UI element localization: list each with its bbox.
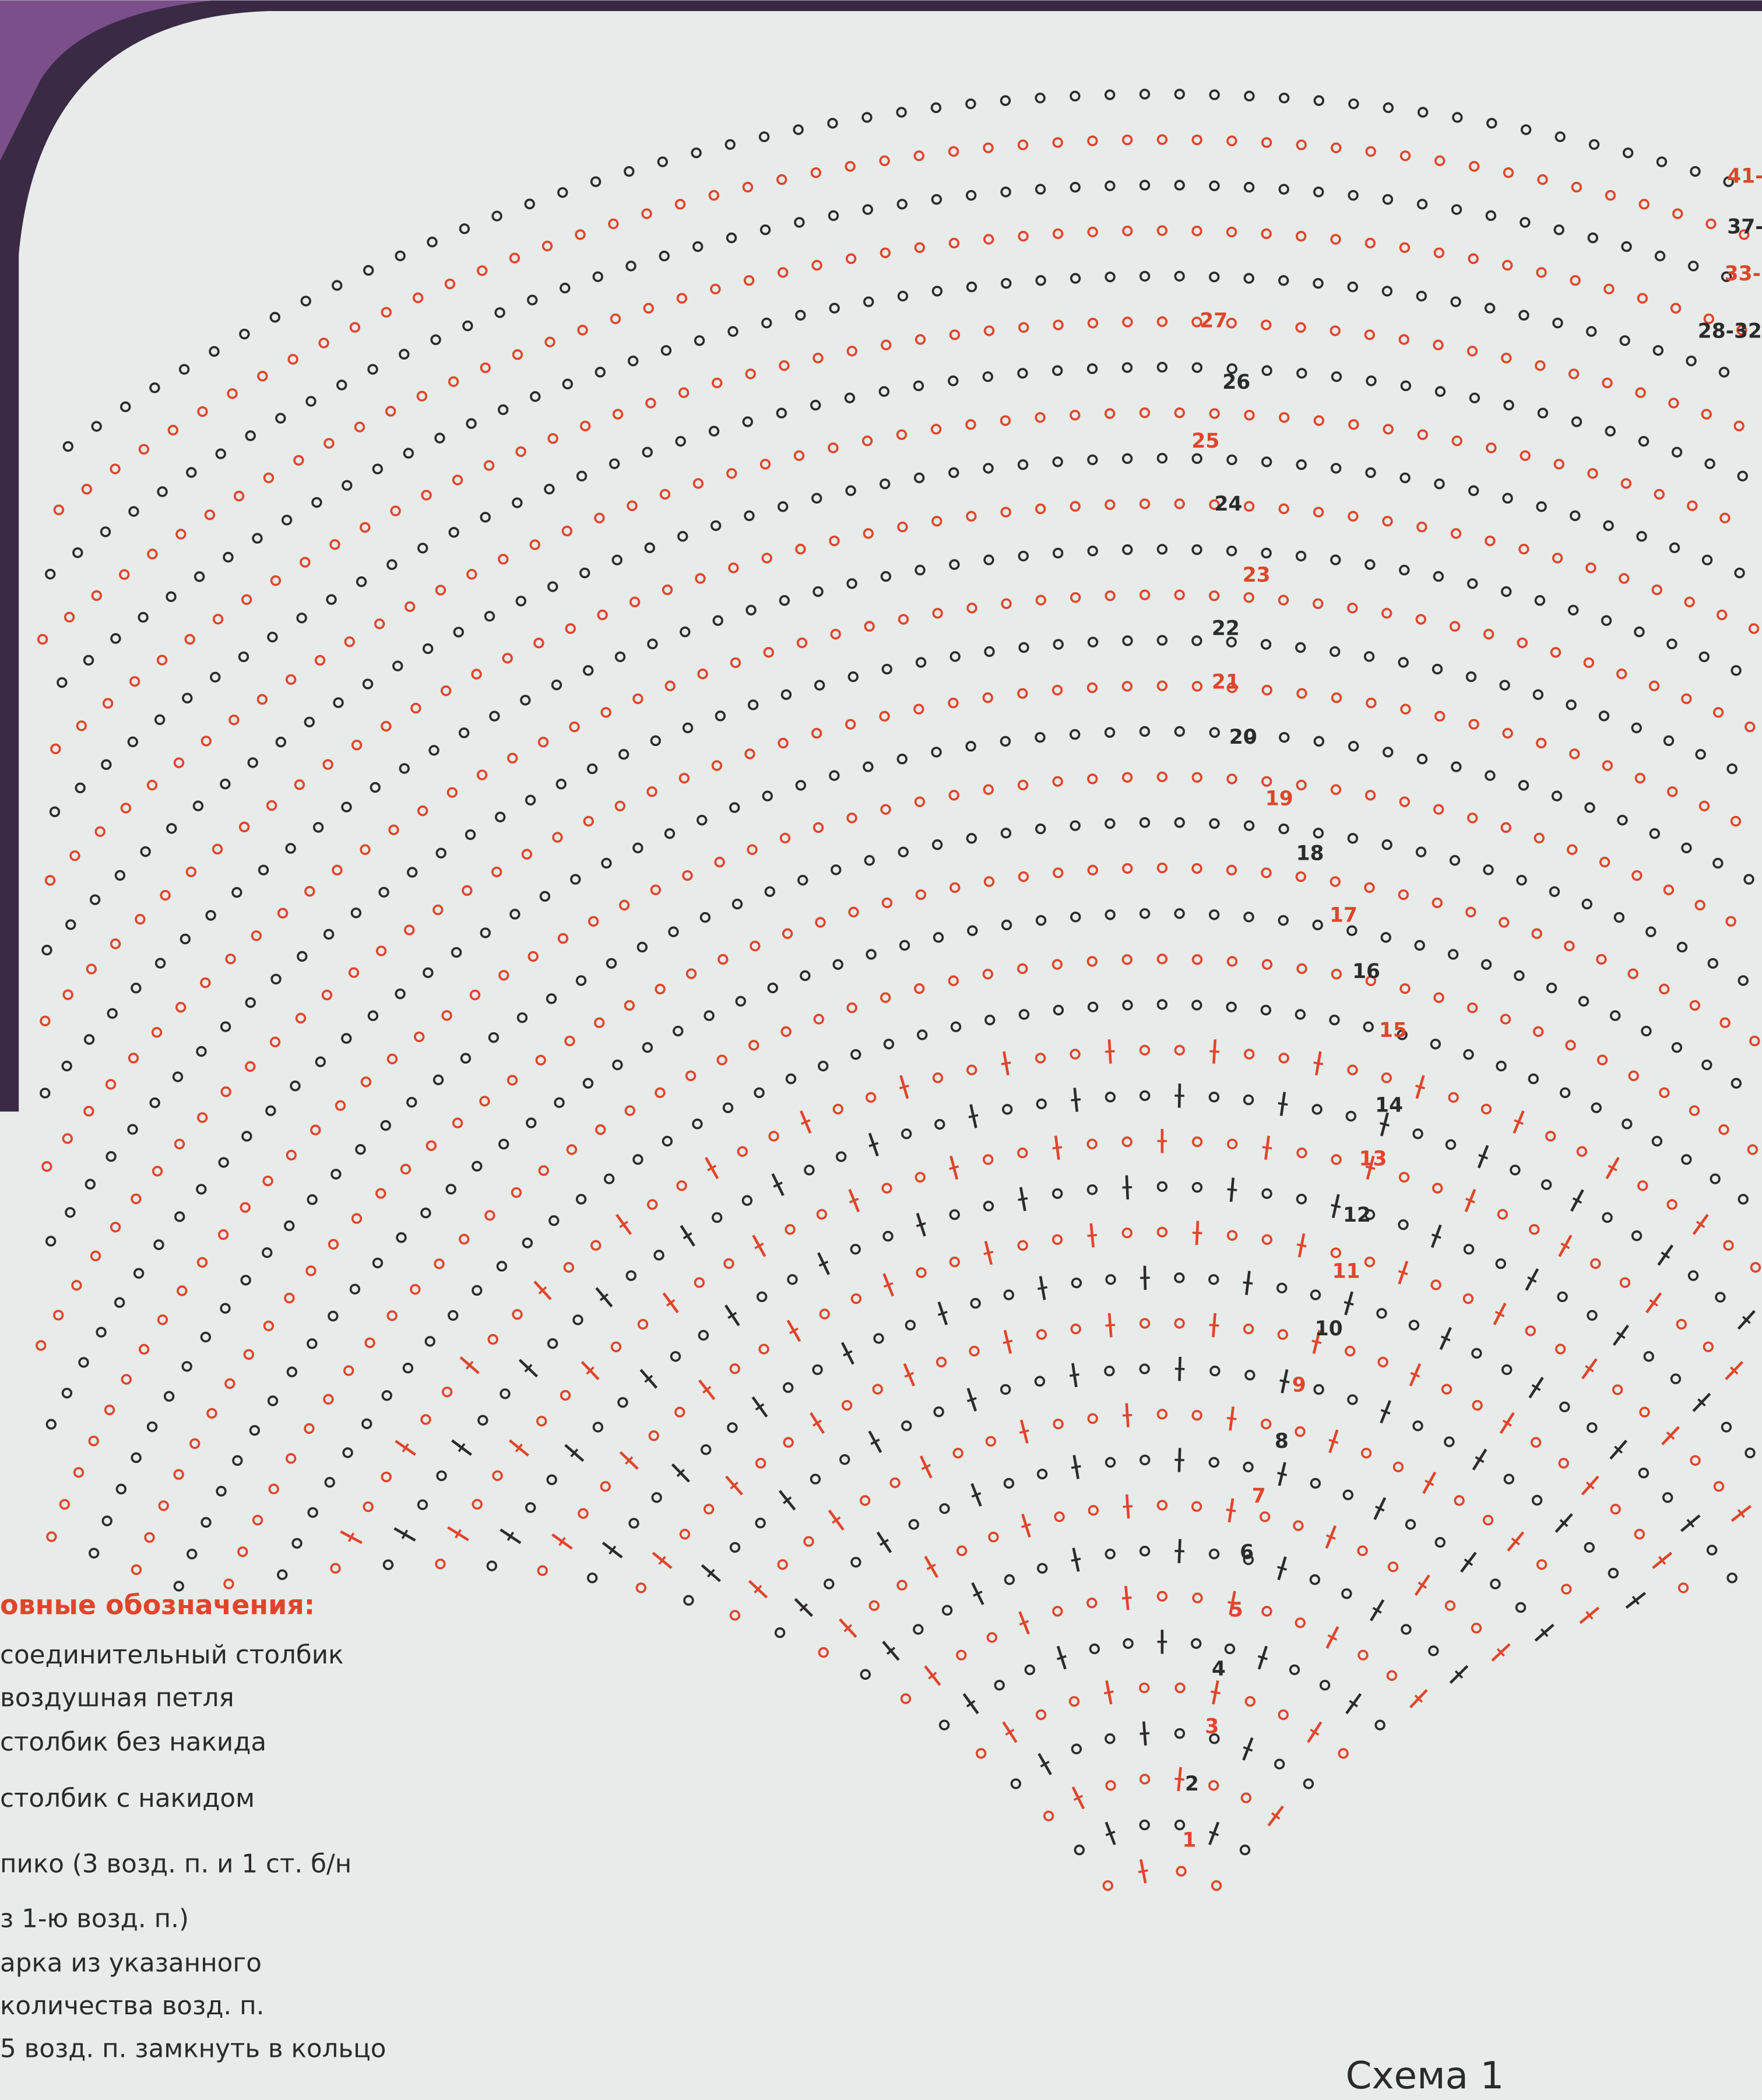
stitch-bar — [1088, 1235, 1097, 1236]
row-number: 28-32 — [1698, 320, 1762, 343]
legend-item: пико (3 возд. п. и 1 ст. б/н — [0, 1849, 351, 1879]
stitch-bar — [1140, 1733, 1149, 1734]
row-number: 26 — [1222, 371, 1250, 394]
row-number: 6 — [1240, 1541, 1254, 1564]
stitch-bar — [1122, 1598, 1131, 1599]
caption: Схема 1 — [1346, 2054, 1504, 2098]
row-number: 16 — [1352, 960, 1380, 983]
legend-item: столбик без накида — [0, 1727, 266, 1757]
row-number: 23 — [1243, 564, 1271, 587]
legend-item: арка из указанного — [0, 1948, 262, 1978]
stitch-bar — [1105, 1051, 1115, 1052]
legend-item: столбик с накидом — [0, 1784, 255, 1813]
page: 1234567891011121314151617181920212223242… — [0, 0, 1762, 2100]
stitch-bar — [1278, 1103, 1288, 1104]
stitch-bar — [1053, 1147, 1062, 1148]
row-number: 37-4 — [1727, 216, 1762, 239]
row-number: 24 — [1214, 493, 1242, 516]
stitch-bar — [1174, 1551, 1184, 1552]
row-number: 19 — [1265, 787, 1293, 810]
row-number: 15 — [1379, 1019, 1407, 1042]
stitch-bar — [1228, 1189, 1237, 1190]
stitch-bar — [1227, 1418, 1236, 1419]
stitch-bar — [1123, 1506, 1132, 1507]
stitch-bar — [1226, 1510, 1236, 1511]
stitch-bar — [1070, 1374, 1079, 1376]
row-number: 41-4 — [1727, 164, 1762, 188]
legend-item: воздушная петля — [0, 1683, 234, 1713]
background — [0, 1, 1762, 2100]
legend-item: 5 возд. п. замкнуть в кольцо — [0, 2034, 386, 2063]
stitch-bar — [1123, 1187, 1133, 1188]
row-number: 4 — [1212, 1658, 1226, 1681]
row-number: 9 — [1292, 1374, 1306, 1397]
legend-item: соединительный столбик — [0, 1640, 344, 1670]
stitch-bar — [1174, 1779, 1184, 1780]
row-number: 1 — [1182, 1829, 1196, 1852]
legend-item: з 1-ю возд. п.) — [0, 1904, 189, 1934]
row-number: 21 — [1212, 671, 1240, 694]
legend-item: количества возд. п. — [0, 1991, 264, 2021]
row-number: 27 — [1200, 309, 1228, 332]
stitch-bar — [1209, 1051, 1219, 1052]
row-number: 20 — [1229, 726, 1257, 749]
row-number: 22 — [1212, 617, 1240, 641]
row-number: 33-36 — [1725, 262, 1762, 286]
row-number: 17 — [1330, 903, 1357, 927]
scheme: 1234567891011121314151617181920212223242… — [0, 0, 1762, 2100]
row-number: 25 — [1191, 430, 1219, 453]
row-number: 13 — [1359, 1147, 1387, 1170]
row-number: 8 — [1275, 1430, 1289, 1453]
legend-title: овные обозначения: — [0, 1589, 315, 1621]
stitch-bar — [1243, 1282, 1253, 1283]
row-number: 18 — [1296, 842, 1324, 866]
stitch-bar — [1174, 1460, 1184, 1461]
row-number: 14 — [1375, 1093, 1403, 1117]
stitch-bar — [1071, 1099, 1080, 1100]
row-number: 7 — [1252, 1485, 1266, 1508]
row-number: 2 — [1185, 1772, 1199, 1796]
stitch-bar — [1123, 1415, 1133, 1416]
stitch-bar — [1262, 1147, 1272, 1148]
row-number: 11 — [1332, 1260, 1360, 1283]
row-number: 3 — [1205, 1715, 1219, 1738]
row-number: 5 — [1229, 1598, 1243, 1621]
row-number: 10 — [1315, 1317, 1343, 1341]
row-number: 12 — [1343, 1204, 1371, 1227]
